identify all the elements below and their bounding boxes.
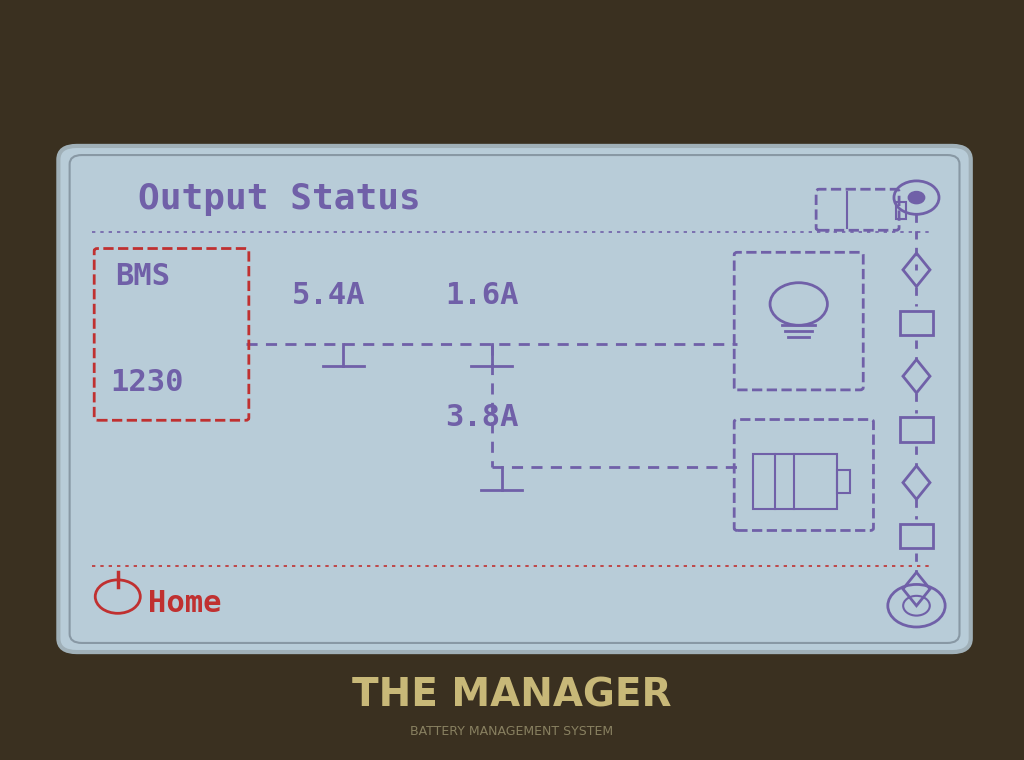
Bar — [900, 311, 933, 335]
Text: 3.8A: 3.8A — [445, 403, 519, 432]
Bar — [753, 454, 837, 509]
Bar — [837, 470, 850, 493]
Bar — [900, 524, 933, 548]
Text: Output Status: Output Status — [138, 182, 421, 216]
Text: THE MANAGER: THE MANAGER — [352, 676, 672, 714]
Bar — [900, 417, 933, 442]
Text: BATTERY MANAGEMENT SYSTEM: BATTERY MANAGEMENT SYSTEM — [411, 724, 613, 738]
Text: BMS: BMS — [115, 262, 170, 291]
Text: Home: Home — [148, 589, 222, 618]
Text: 5.4A: 5.4A — [292, 281, 366, 310]
FancyBboxPatch shape — [58, 146, 971, 652]
Circle shape — [908, 192, 925, 204]
Bar — [896, 202, 906, 219]
Text: 1.6A: 1.6A — [445, 281, 519, 310]
Text: 1230: 1230 — [111, 369, 184, 397]
